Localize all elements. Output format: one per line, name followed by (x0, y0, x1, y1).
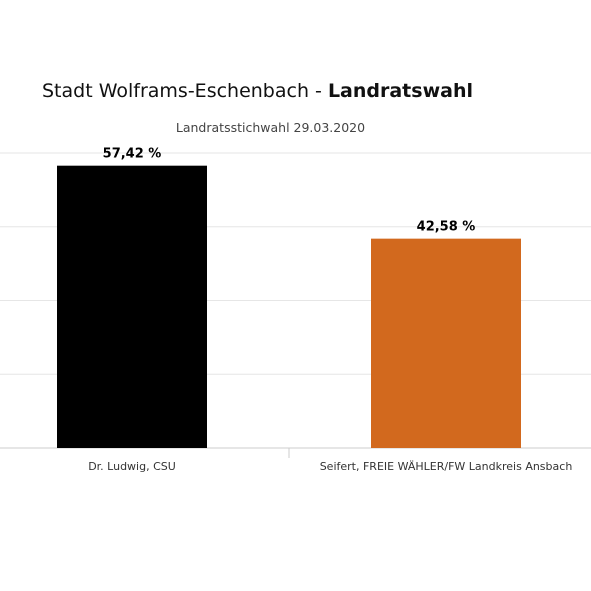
chart-title-bold: Landratswahl (327, 80, 473, 102)
chart-title: Stadt Wolframs-Eschenbach - Landratswahl (42, 80, 473, 102)
chart-subtitle: Landratsstichwahl 29.03.2020 (175, 120, 366, 135)
data-label-0: 57,42 % (103, 147, 162, 162)
bar-0 (57, 165, 207, 448)
chart-title-main: Stadt Wolframs-Eschenbach - (42, 80, 328, 102)
x-tick-label-1: Seifert, FREIE WÄHLER/FW Landkreis Ansba… (320, 460, 573, 473)
data-label-1: 42,58 % (417, 220, 476, 235)
bar-1 (371, 238, 521, 448)
x-tick-label-0: Dr. Ludwig, CSU (88, 460, 176, 473)
